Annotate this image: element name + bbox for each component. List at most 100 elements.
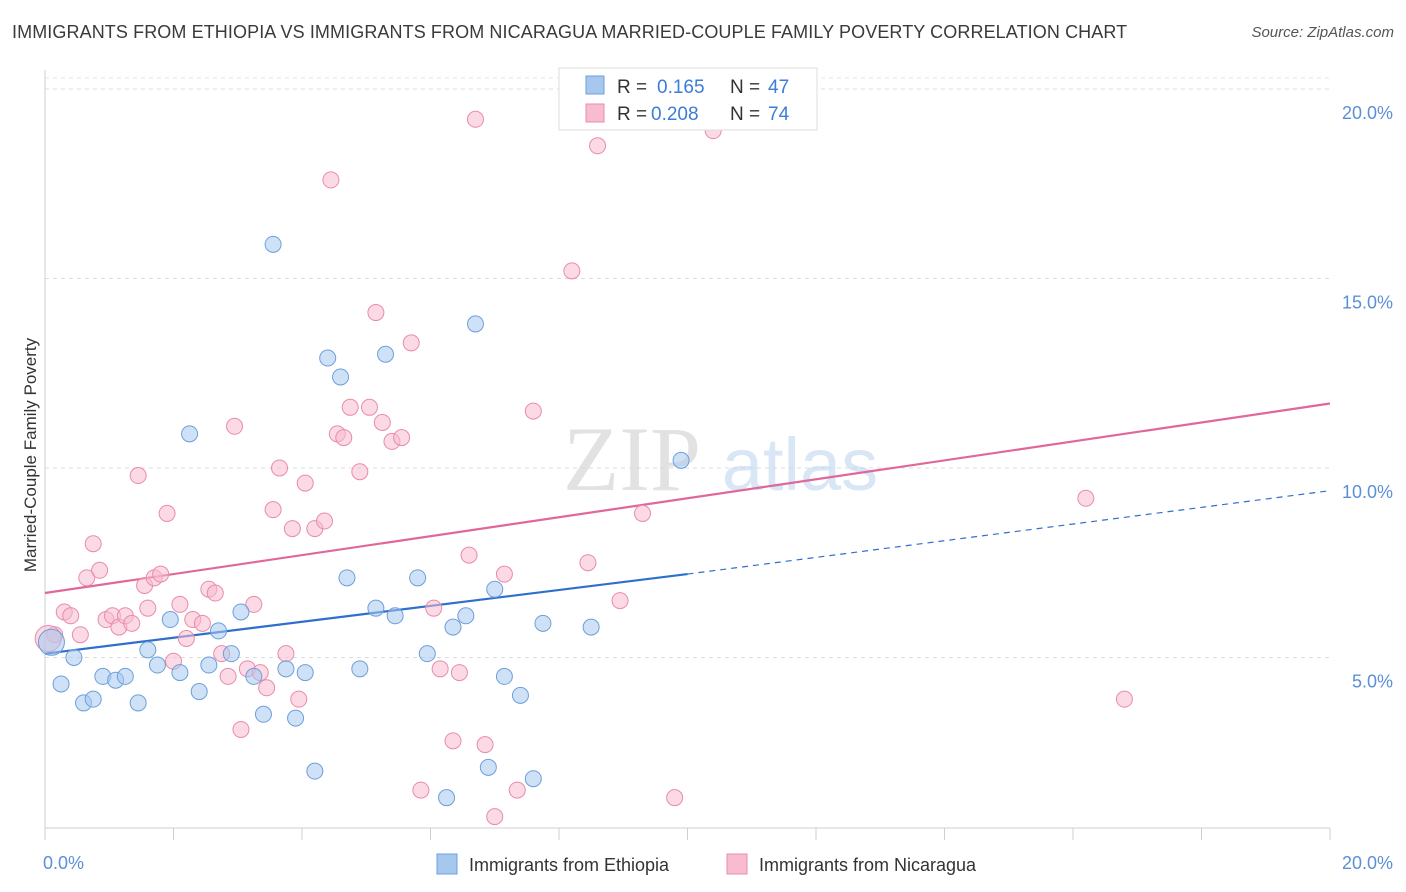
data-point	[226, 417, 244, 435]
x-tick-label: 20.0%	[1342, 853, 1393, 873]
trend-line-ethiopia	[44, 572, 688, 655]
data-point	[450, 664, 468, 682]
series-legend-label-nicaragua: Immigrants from Nicaragua	[759, 855, 977, 875]
data-point	[425, 599, 443, 617]
series-legend-label-ethiopia: Immigrants from Ethiopia	[469, 855, 670, 875]
data-point	[123, 614, 141, 632]
legend-r-value-ethiopia: 0.165	[657, 77, 705, 98]
data-point	[129, 467, 147, 485]
data-point	[287, 709, 305, 727]
data-point	[258, 679, 276, 697]
data-point	[52, 675, 70, 693]
data-point	[84, 690, 102, 708]
data-point	[91, 561, 109, 579]
data-point	[264, 235, 282, 253]
data-point	[78, 569, 96, 587]
data-point	[402, 334, 420, 352]
data-point	[139, 641, 157, 659]
series-legend-swatch-ethiopia	[436, 853, 458, 875]
data-point	[193, 614, 211, 632]
data-point	[412, 781, 430, 799]
data-point	[177, 630, 195, 647]
data-point	[296, 474, 314, 492]
stats-legend: R = 0.165 N = 47 R = 0.208 N = 74	[558, 67, 818, 131]
y-tick-label: 5.0%	[1352, 671, 1393, 691]
data-point	[341, 398, 359, 416]
source-credit: Source: ZipAtlas.com	[1251, 24, 1394, 41]
data-point	[264, 501, 282, 519]
data-point	[277, 660, 295, 678]
data-point	[222, 645, 240, 663]
data-point	[534, 614, 552, 632]
data-points	[34, 110, 1133, 826]
watermark-atlas: atlas	[722, 423, 878, 506]
data-point	[322, 171, 340, 189]
data-point	[152, 565, 170, 583]
data-point	[335, 429, 353, 447]
data-point	[508, 781, 526, 799]
data-point	[386, 607, 404, 625]
x-tick-label: 0.0%	[43, 853, 84, 873]
data-point	[296, 664, 314, 682]
data-point	[129, 694, 147, 712]
trend-line-nicaragua	[44, 402, 1331, 595]
data-point	[277, 645, 295, 663]
grid-lines	[45, 77, 1330, 658]
data-point	[367, 599, 385, 617]
data-point	[351, 660, 369, 678]
y-axis-title: Married-Couple Family Poverty	[21, 337, 40, 572]
data-point	[486, 580, 504, 598]
data-point	[171, 664, 189, 682]
data-point	[319, 349, 337, 367]
series-legend-swatch-nicaragua	[726, 853, 748, 875]
data-point	[431, 660, 449, 678]
watermark: ZIP atlas	[563, 408, 878, 510]
data-point	[589, 137, 607, 155]
chart-title: IMMIGRANTS FROM ETHIOPIA VS IMMIGRANTS F…	[12, 22, 1128, 42]
legend-n-label-ethiopia: N =	[730, 77, 760, 98]
data-point	[460, 546, 478, 564]
data-point	[283, 520, 301, 538]
data-point	[524, 770, 542, 788]
data-point	[181, 425, 199, 443]
data-point	[1115, 690, 1133, 708]
data-point	[65, 648, 83, 666]
data-point	[37, 628, 65, 656]
data-point	[444, 618, 462, 636]
data-point	[271, 459, 289, 477]
data-point	[486, 808, 504, 826]
data-point	[367, 304, 385, 322]
data-point	[373, 413, 391, 431]
data-point	[444, 732, 462, 750]
data-point	[495, 565, 513, 583]
data-point	[190, 683, 208, 701]
data-point	[290, 690, 308, 708]
data-point	[206, 584, 224, 602]
data-point	[511, 686, 529, 704]
legend-swatch-ethiopia	[585, 75, 605, 95]
data-point	[418, 645, 436, 663]
data-point	[245, 595, 263, 613]
tick-labels: 5.0% 10.0% 15.0% 20.0% 0.0% 20.0%	[43, 103, 1393, 873]
axes	[44, 70, 1331, 840]
data-point	[332, 368, 350, 386]
data-point	[209, 622, 227, 640]
y-tick-label: 10.0%	[1342, 482, 1393, 502]
data-point	[524, 402, 542, 420]
data-point	[634, 504, 652, 522]
data-point	[171, 595, 189, 613]
data-point	[232, 720, 250, 738]
y-tick-label: 15.0%	[1342, 292, 1393, 312]
data-point	[306, 762, 324, 780]
data-point	[479, 758, 497, 776]
data-point	[360, 398, 378, 416]
series-points-nicaragua	[34, 110, 1133, 826]
series-legend: Immigrants from Ethiopia Immigrants from…	[436, 853, 977, 875]
data-point	[563, 262, 581, 280]
data-point	[495, 667, 513, 685]
data-point	[672, 451, 690, 469]
legend-r-label-ethiopia: R =	[617, 77, 647, 98]
y-tick-label: 20.0%	[1342, 103, 1393, 123]
data-point	[351, 463, 369, 481]
trend-lines	[44, 402, 1331, 655]
